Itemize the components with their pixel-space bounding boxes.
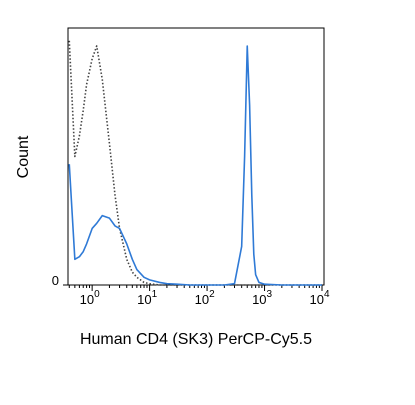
- x-tick-exponent: 4: [324, 289, 330, 300]
- histogram-line: [68, 45, 322, 286]
- y-tick-label: 0: [52, 273, 59, 288]
- x-tick-exponent: 0: [94, 289, 100, 300]
- x-tick-label: 10: [252, 292, 266, 307]
- x-tick-label: 10: [80, 292, 94, 307]
- x-tick-exponent: 3: [267, 289, 273, 300]
- plot-frame: [67, 27, 325, 286]
- x-tick-exponent: 1: [152, 289, 158, 300]
- x-axis-label: Human CD4 (SK3) PerCP-Cy5.5: [80, 331, 312, 348]
- x-tick-label: 10: [310, 292, 324, 307]
- x-tick-label: 10: [195, 292, 209, 307]
- x-tick-label: 10: [137, 292, 151, 307]
- x-tick-exponent: 2: [209, 289, 215, 300]
- histogram-line: [68, 40, 322, 286]
- y-axis-label: Count: [15, 135, 32, 178]
